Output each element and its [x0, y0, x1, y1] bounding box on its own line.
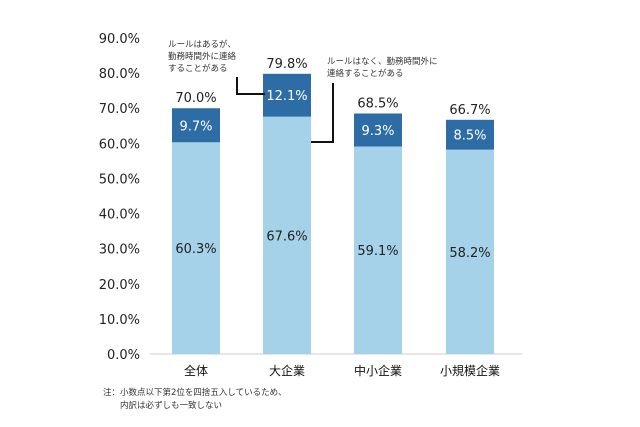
y-tick-label: 20.0% — [99, 278, 140, 293]
x-category-label: 中小企業 — [354, 363, 402, 378]
y-tick-label: 90.0% — [99, 32, 140, 47]
x-category-label: 全体 — [184, 363, 208, 378]
bar-segment-top — [354, 113, 402, 147]
bar-group: 67.6% 12.1% 79.8% 大企業 — [263, 57, 311, 378]
y-tick-label: 60.0% — [99, 137, 140, 152]
bar-segment-bottom — [263, 116, 311, 354]
data-label-top: 9.3% — [361, 124, 394, 139]
bar-segment-top — [172, 108, 220, 143]
footnote-line: 内訳は必ずしも一致しない — [120, 400, 222, 411]
bar-group: 59.1% 9.3% 68.5% 中小企業 — [354, 96, 402, 378]
data-label-bottom: 59.1% — [357, 244, 398, 259]
annotation-leader-line — [311, 83, 334, 143]
y-tick-label: 10.0% — [99, 313, 140, 328]
annotation-bottom-series: ルールはなく、勤務時間外に 連絡することがある — [311, 56, 438, 143]
footnote: 注：小数点以下第2位を四捨五入しているため、 内訳は必ずしも一致しない — [103, 387, 287, 411]
data-label-top: 9.7% — [179, 119, 212, 134]
annotation-leader-line — [236, 77, 265, 95]
total-label: 68.5% — [357, 96, 398, 111]
bar-segment-top — [263, 73, 311, 117]
bar-group: 60.3% 9.7% 70.0% 全体 — [172, 91, 220, 378]
data-label-top: 12.1% — [266, 89, 307, 104]
y-tick-label: 0.0% — [107, 348, 140, 363]
data-label-bottom: 58.2% — [449, 246, 490, 261]
bars: 60.3% 9.7% 70.0% 全体 67.6% 12.1% 79.8% 大企業 59.1% 9… — [172, 57, 500, 378]
annotation-top-series: ルールはあるが、 勤務時間外に連絡 することがある — [168, 39, 265, 95]
annotation-line: 勤務時間外に連絡 — [168, 51, 237, 62]
total-label: 79.8% — [266, 57, 307, 72]
bar-segment-bottom — [172, 142, 220, 354]
bar-segment-bottom — [446, 149, 494, 354]
annotation-line: ルールはあるが、 — [168, 39, 236, 50]
annotation-line: することがある — [168, 63, 228, 74]
y-tick-label: 40.0% — [99, 208, 140, 223]
data-label-bottom: 60.3% — [175, 242, 216, 257]
y-tick-label: 80.0% — [99, 67, 140, 82]
bar-segment-top — [446, 119, 494, 150]
y-tick-label: 30.0% — [99, 243, 140, 258]
x-category-label: 小規模企業 — [440, 363, 500, 378]
y-tick-label: 50.0% — [99, 172, 140, 187]
total-label: 70.0% — [175, 91, 216, 106]
total-label: 66.7% — [449, 103, 490, 118]
bar-group: 58.2% 8.5% 66.7% 小規模企業 — [440, 103, 500, 378]
data-label-top: 8.5% — [453, 129, 486, 144]
annotation-line: ルールはなく、勤務時間外に — [327, 56, 438, 67]
footnote-line: 注：小数点以下第2位を四捨五入しているため、 — [103, 387, 287, 398]
x-category-label: 大企業 — [269, 363, 305, 378]
y-tick-label: 70.0% — [99, 102, 140, 117]
y-axis: 0.0% 10.0% 20.0% 30.0% 40.0% 50.0% 60.0% 70.0% 8… — [99, 32, 140, 363]
bar-segment-bottom — [354, 146, 402, 354]
data-label-bottom: 67.6% — [266, 229, 307, 244]
annotation-line: 連絡することがある — [327, 68, 404, 79]
